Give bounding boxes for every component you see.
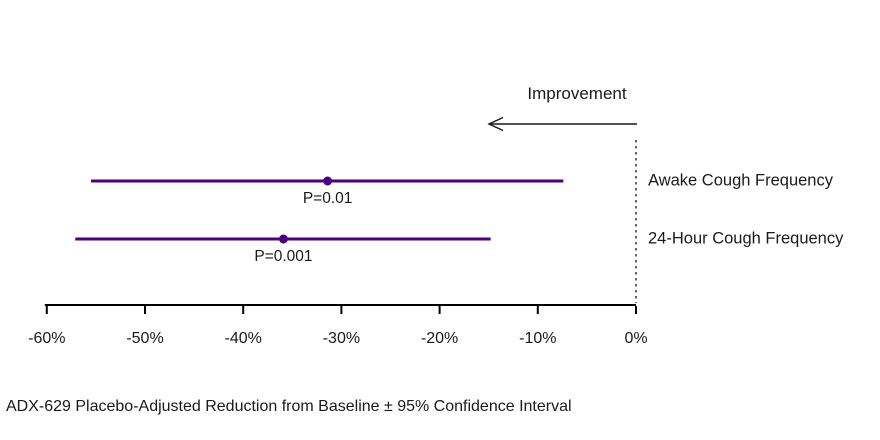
x-tick-label-0: 0% <box>624 330 648 347</box>
point-estimate-0 <box>323 176 333 186</box>
p-value-label-24-hour: P=0.001 <box>254 248 313 265</box>
row-label-awake-cough-frequency: Awake Cough Frequency <box>648 171 833 190</box>
ci-series-0 <box>90 176 564 186</box>
x-tick-label-60: -60% <box>28 330 66 347</box>
x-axis <box>44 304 637 314</box>
x-tick-label-40: -40% <box>224 330 262 347</box>
improvement-arrow <box>487 116 637 132</box>
point-estimate-1 <box>278 234 288 244</box>
x-tick-label-10: -10% <box>519 330 557 347</box>
chart-caption: ADX-629 Placebo-Adjusted Reduction from … <box>6 398 572 415</box>
x-tick-label-30: -30% <box>322 330 361 347</box>
x-tick-label-50: -50% <box>126 330 164 347</box>
p-value-label-awake: P=0.01 <box>302 190 353 207</box>
row-label-24-hour-cough-frequency: 24-Hour Cough Frequency <box>648 229 844 248</box>
improvement-label: Improvement <box>527 84 627 103</box>
x-tick-label-20: -20% <box>420 330 459 347</box>
ci-series-1 <box>75 234 491 244</box>
